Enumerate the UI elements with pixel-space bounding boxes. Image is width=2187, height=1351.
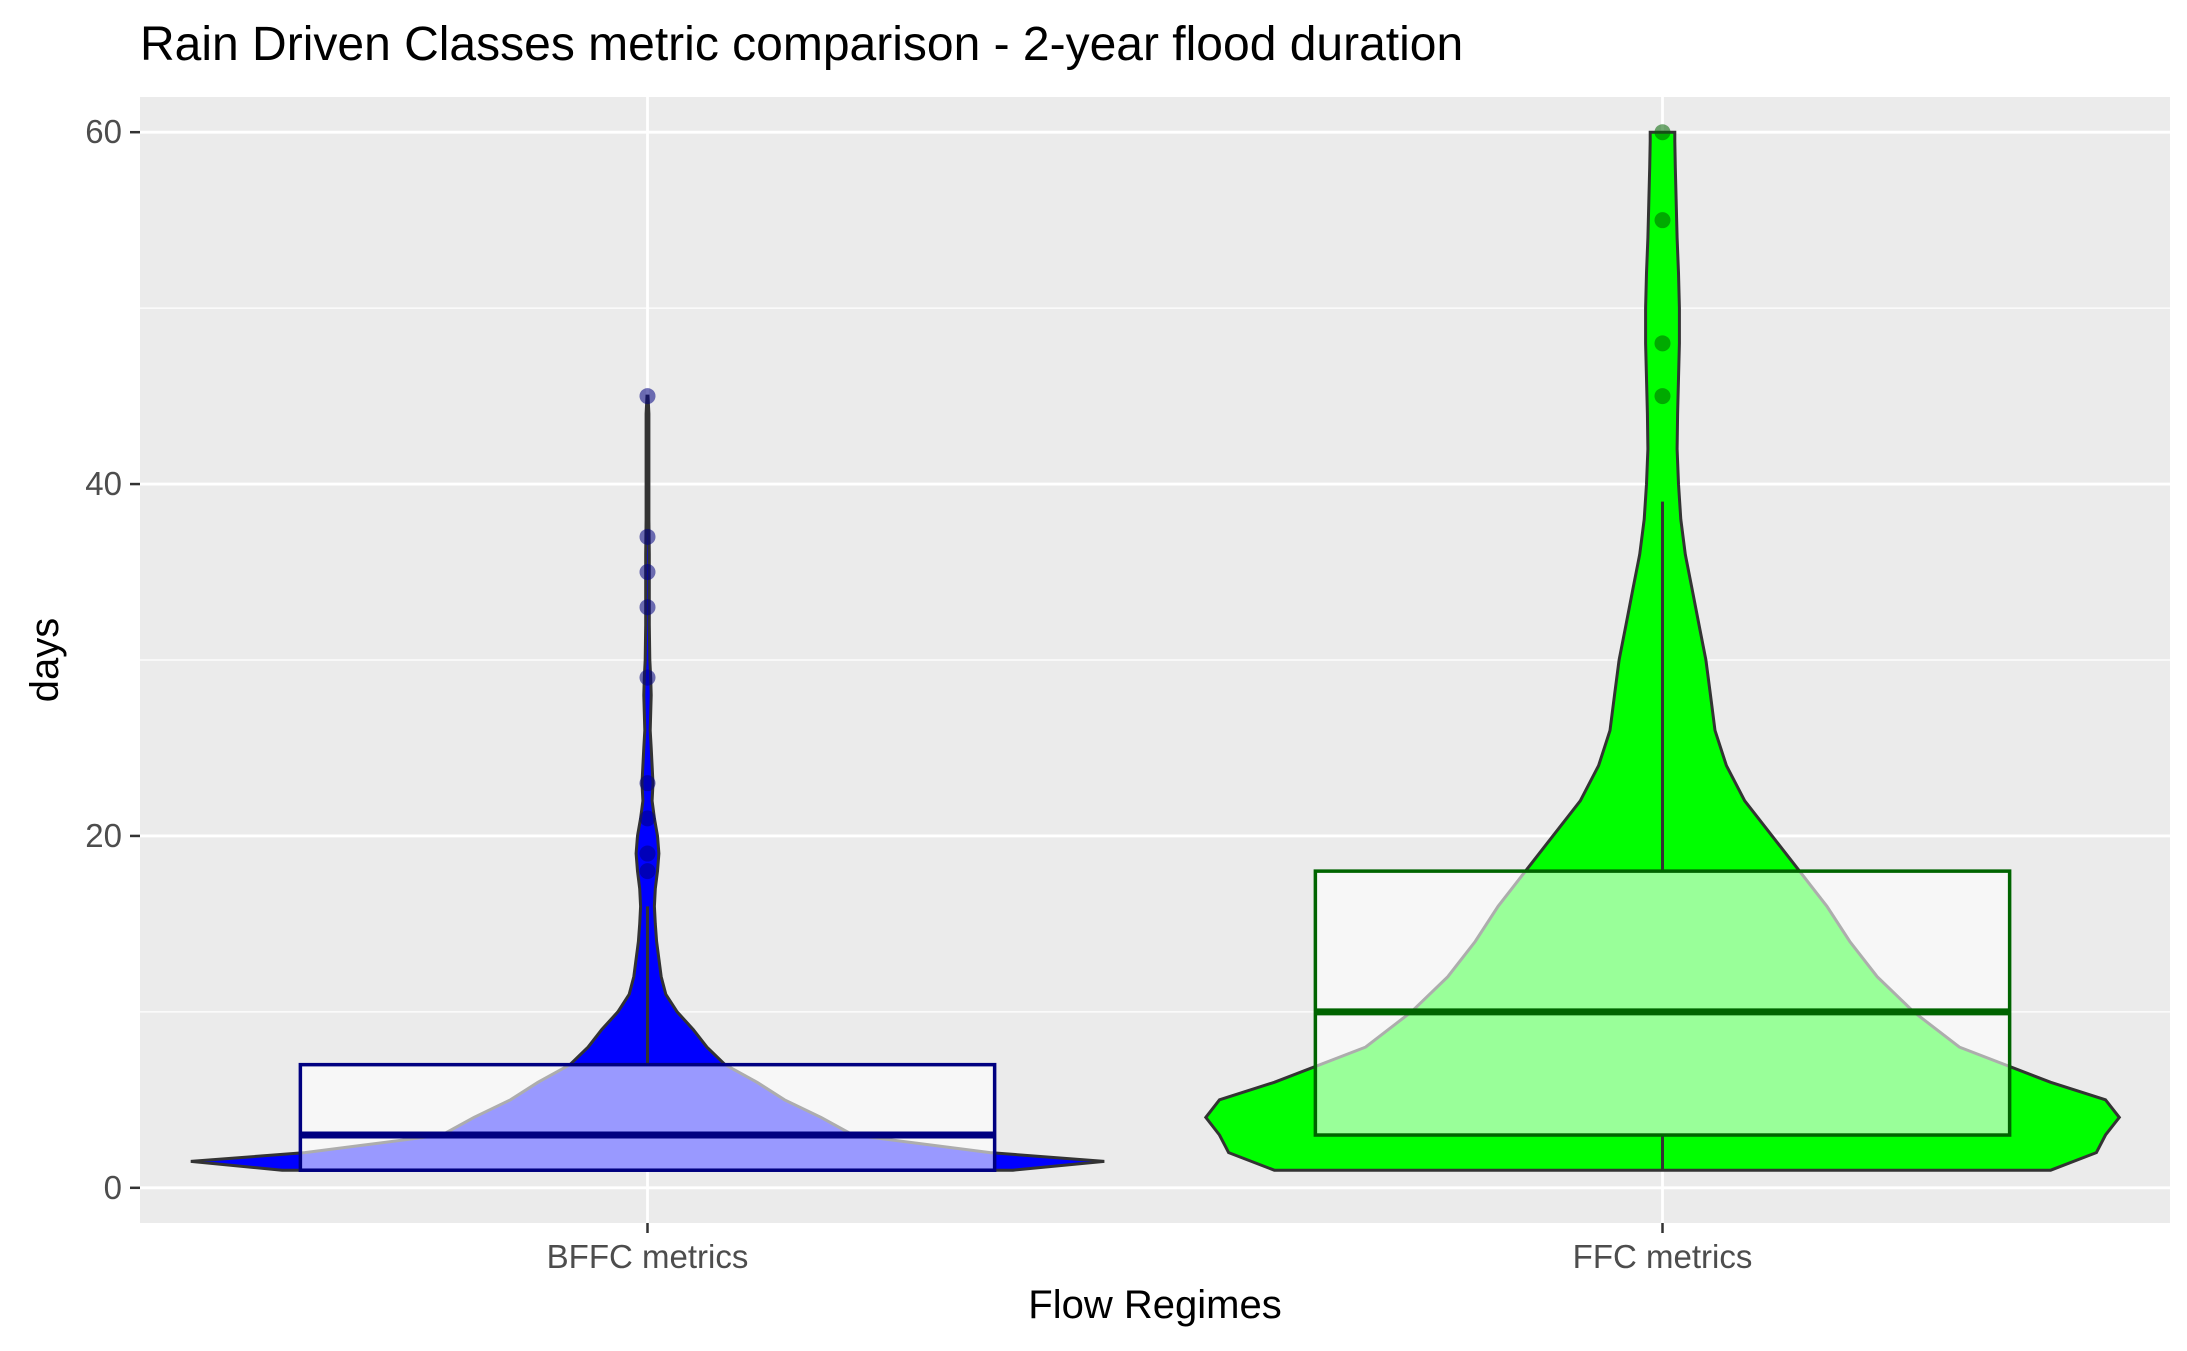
- outlier-point: [639, 669, 656, 686]
- outlier-point: [639, 845, 656, 862]
- x-tick-label: BFFC metrics: [547, 1238, 749, 1275]
- y-tick-label: 20: [85, 817, 122, 854]
- outlier-point: [1654, 335, 1671, 352]
- outlier-point: [639, 388, 656, 405]
- y-tick-label: 60: [85, 113, 122, 150]
- y-tick-label: 0: [104, 1169, 122, 1206]
- outlier-point: [1654, 212, 1671, 229]
- outlier-point: [639, 863, 656, 880]
- outlier-point: [639, 775, 656, 792]
- outlier-point: [639, 810, 656, 827]
- axes: 0 20 40 60 BFFC metrics FFC metrics: [85, 113, 1752, 1275]
- outlier-point: [1654, 124, 1671, 141]
- y-tick-label: 40: [85, 465, 122, 502]
- boxplots: [298, 501, 2012, 1172]
- outlier-point: [639, 564, 656, 581]
- outlier-point: [639, 528, 656, 545]
- x-tick-label: FFC metrics: [1573, 1238, 1753, 1275]
- chart-title: Rain Driven Classes metric comparison - …: [140, 18, 1463, 71]
- y-axis-title: days: [23, 618, 67, 703]
- x-axis-title: Flow Regimes: [1028, 1283, 1281, 1327]
- box-ffc: [1313, 869, 2012, 1137]
- box-bffc: [298, 1062, 997, 1172]
- outlier-points: [639, 124, 1671, 880]
- outlier-point: [1654, 388, 1671, 405]
- outlier-point: [639, 599, 656, 616]
